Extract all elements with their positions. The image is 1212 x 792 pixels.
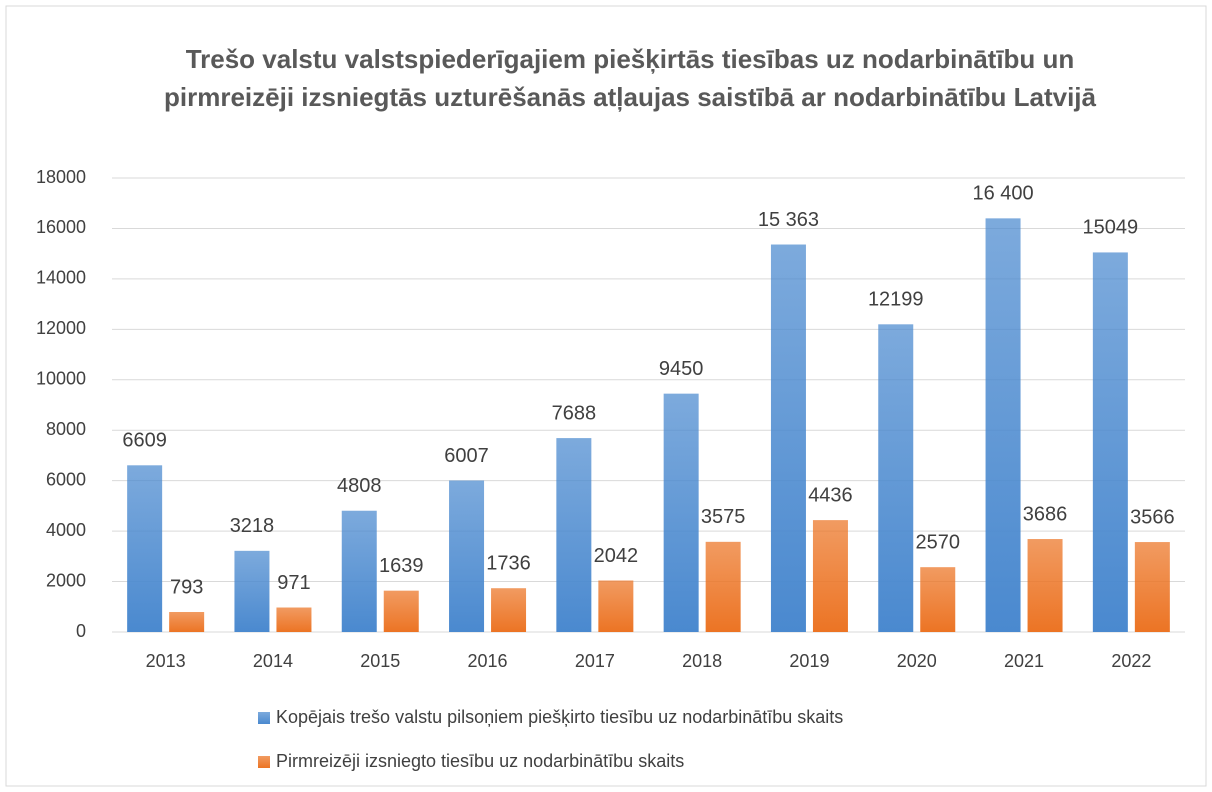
- y-tick-label: 12000: [36, 318, 86, 338]
- bar: [383, 590, 419, 632]
- x-tick-label: 2017: [575, 651, 615, 671]
- value-label: 3218: [230, 515, 275, 537]
- y-tick-label: 10000: [36, 369, 86, 389]
- legend-swatch: [258, 756, 270, 768]
- value-label: 793: [170, 576, 203, 598]
- x-tick-label: 2021: [1004, 651, 1044, 671]
- y-tick-label: 2000: [46, 570, 86, 590]
- bar: [556, 438, 592, 632]
- bar: [1134, 542, 1170, 632]
- x-tick-label: 2019: [789, 651, 829, 671]
- x-tick-label: 2018: [682, 651, 722, 671]
- bar: [276, 607, 312, 632]
- bar: [598, 580, 634, 632]
- bar: [127, 465, 163, 632]
- bar: [341, 510, 377, 632]
- bar: [770, 244, 806, 633]
- y-tick-label: 4000: [46, 520, 86, 540]
- legend-label: Pirmreizēji izsniegto tiesību uz nodarbi…: [276, 751, 684, 771]
- y-tick-label: 8000: [46, 419, 86, 439]
- bar: [1092, 252, 1128, 632]
- value-label: 3575: [701, 506, 746, 528]
- y-tick-label: 16000: [36, 217, 86, 237]
- y-tick-label: 14000: [36, 268, 86, 288]
- bar: [985, 218, 1021, 632]
- bar: [705, 541, 741, 632]
- value-label: 7688: [552, 402, 597, 424]
- x-tick-label: 2015: [360, 651, 400, 671]
- value-label: 2570: [916, 531, 961, 553]
- value-label: 16 400: [972, 183, 1033, 205]
- x-tick-label: 2022: [1111, 651, 1151, 671]
- value-label: 12199: [868, 289, 924, 311]
- x-tick-label: 2014: [253, 651, 293, 671]
- value-label: 2042: [594, 545, 639, 567]
- value-label: 1639: [379, 555, 424, 577]
- value-label: 971: [277, 572, 310, 594]
- value-label: 9450: [659, 358, 704, 380]
- bar: [663, 393, 699, 632]
- value-label: 4808: [337, 475, 382, 497]
- bar: [491, 588, 527, 632]
- y-tick-label: 6000: [46, 469, 86, 489]
- chart-title: Trešo valstu valstspiederīgajiem piešķir…: [164, 44, 1096, 112]
- x-tick-label: 2013: [146, 651, 186, 671]
- y-tick-label: 0: [76, 621, 86, 641]
- value-label: 3566: [1130, 506, 1175, 528]
- legend-swatch: [258, 712, 270, 724]
- value-label: 4436: [808, 484, 853, 506]
- value-label: 6609: [122, 430, 167, 452]
- bar: [449, 480, 485, 632]
- value-label: 3686: [1023, 503, 1068, 525]
- value-label: 6007: [444, 445, 489, 467]
- legend-label: Kopējais trešo valstu pilsoņiem piešķirt…: [276, 707, 843, 727]
- value-label: 15049: [1083, 217, 1139, 239]
- bar: [169, 611, 205, 632]
- bar: [920, 567, 956, 632]
- x-tick-label: 2016: [468, 651, 508, 671]
- bar: [234, 550, 270, 632]
- y-tick-label: 18000: [36, 167, 86, 187]
- bar: [878, 324, 914, 632]
- bar: [812, 520, 848, 632]
- value-label: 15 363: [758, 209, 819, 231]
- x-tick-label: 2020: [897, 651, 937, 671]
- bar: [1027, 539, 1063, 632]
- value-label: 1736: [486, 552, 531, 574]
